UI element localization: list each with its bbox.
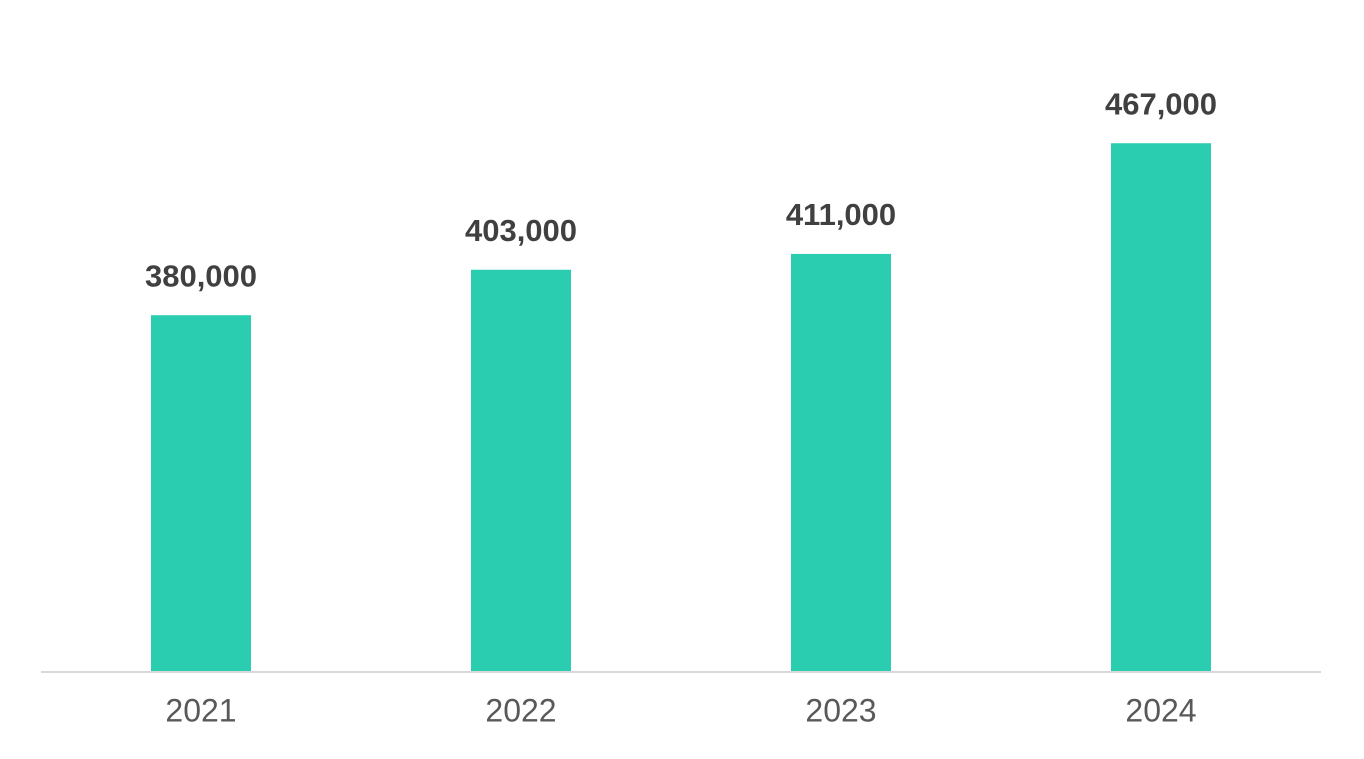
value-label: 380,000 <box>145 258 257 293</box>
value-label: 403,000 <box>465 213 577 248</box>
bar <box>791 253 891 671</box>
x-tick-label: 2023 <box>805 692 876 728</box>
bar <box>471 269 571 671</box>
x-tick-label: 2024 <box>1125 692 1196 728</box>
x-tick-label: 2022 <box>485 692 556 728</box>
bar <box>1111 143 1211 672</box>
bar <box>151 315 251 671</box>
value-label: 467,000 <box>1105 86 1217 121</box>
x-tick-label: 2021 <box>165 692 236 728</box>
value-label: 411,000 <box>786 197 896 232</box>
